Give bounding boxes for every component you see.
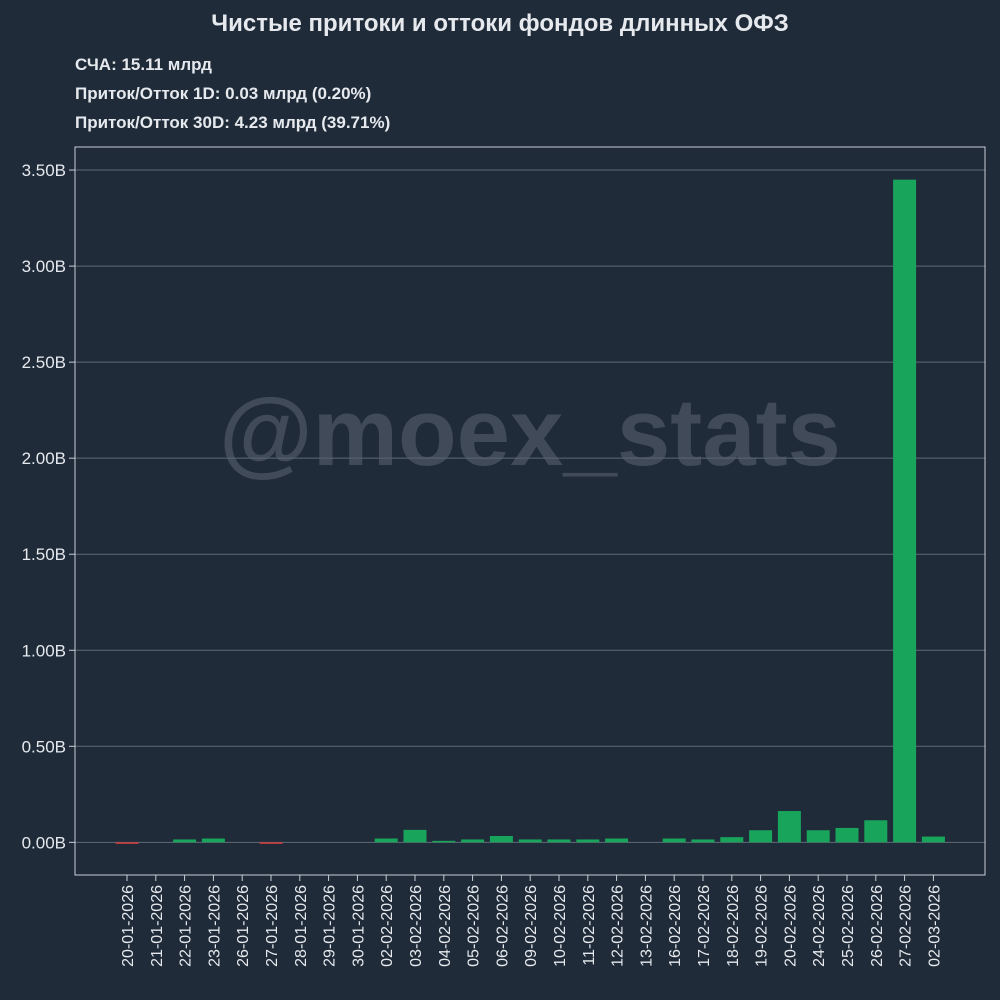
chart-title: Чистые притоки и оттоки фондов длинных О… bbox=[211, 10, 789, 37]
x-tick-label: 30-01-2026 bbox=[350, 885, 367, 967]
x-tick-label: 04-02-2026 bbox=[437, 885, 454, 967]
x-tick-label: 12-02-2026 bbox=[610, 885, 627, 967]
x-tick-label: 26-02-2026 bbox=[869, 885, 886, 967]
x-tick-label: 02-02-2026 bbox=[379, 885, 396, 967]
bar bbox=[893, 179, 917, 843]
bar bbox=[547, 839, 571, 843]
x-tick-label: 24-02-2026 bbox=[811, 885, 828, 967]
x-tick-label: 22-01-2026 bbox=[178, 885, 195, 967]
bar bbox=[864, 820, 888, 843]
x-tick-label: 16-02-2026 bbox=[667, 885, 684, 967]
bar bbox=[662, 838, 686, 843]
y-tick-label: 3.50B bbox=[22, 161, 66, 180]
bar bbox=[777, 811, 801, 843]
x-tick-label: 20-02-2026 bbox=[782, 885, 799, 967]
bar bbox=[403, 829, 427, 843]
x-tick-label: 27-01-2026 bbox=[264, 885, 281, 967]
bar bbox=[518, 839, 542, 843]
bar bbox=[605, 838, 629, 843]
x-tick-label: 21-01-2026 bbox=[149, 885, 166, 967]
x-tick-label: 11-02-2026 bbox=[581, 885, 598, 966]
bar bbox=[921, 836, 945, 843]
bar bbox=[461, 839, 485, 843]
stat-nav: СЧА: 15.11 млрд bbox=[75, 55, 212, 74]
y-tick-label: 0.00B bbox=[22, 833, 66, 852]
bar bbox=[576, 839, 600, 843]
x-tick-label: 10-02-2026 bbox=[552, 885, 569, 967]
bar bbox=[691, 839, 715, 843]
bar bbox=[432, 840, 456, 843]
bar bbox=[489, 836, 513, 843]
x-tick-label: 20-01-2026 bbox=[120, 885, 137, 967]
bar bbox=[806, 830, 830, 843]
x-tick-label: 26-01-2026 bbox=[235, 885, 252, 967]
x-tick-label: 18-02-2026 bbox=[725, 885, 742, 967]
x-tick-label: 02-03-2026 bbox=[926, 885, 943, 967]
y-tick-label: 2.50B bbox=[22, 353, 66, 372]
bar bbox=[720, 837, 744, 843]
x-tick-label: 05-02-2026 bbox=[466, 885, 483, 967]
bars bbox=[115, 179, 945, 844]
bar bbox=[749, 830, 773, 843]
plot-frame bbox=[74, 146, 986, 876]
x-tick-label: 28-01-2026 bbox=[293, 885, 310, 967]
bar bbox=[374, 838, 398, 843]
bar bbox=[835, 827, 859, 843]
x-tick-label: 17-02-2026 bbox=[696, 885, 713, 967]
y-tick-label: 0.50B bbox=[22, 737, 66, 756]
x-tick-label: 13-02-2026 bbox=[638, 885, 655, 967]
bar bbox=[259, 842, 283, 844]
x-tick-label: 23-01-2026 bbox=[206, 885, 223, 967]
y-tick-label: 1.50B bbox=[22, 545, 66, 564]
bar bbox=[173, 839, 197, 843]
x-tick-label: 09-02-2026 bbox=[523, 885, 540, 967]
x-tick-label: 29-01-2026 bbox=[322, 885, 339, 967]
stat-flow-1d: Приток/Отток 1D: 0.03 млрд (0.20%) bbox=[75, 84, 372, 103]
y-axis-ticks: 0.00B 0.50B 1.00B 1.50B 2.00B 2.50B 3.00B 3.50B bbox=[22, 161, 75, 852]
x-tick-label: 27-02-2026 bbox=[898, 885, 915, 967]
y-tick-label: 3.00B bbox=[22, 257, 66, 276]
y-tick-label: 2.00B bbox=[22, 449, 66, 468]
stat-flow-30d: Приток/Отток 30D: 4.23 млрд (39.71%) bbox=[75, 113, 391, 132]
y-tick-label: 1.00B bbox=[22, 641, 66, 660]
watermark: @moex_stats bbox=[219, 379, 841, 486]
x-tick-label: 06-02-2026 bbox=[494, 885, 511, 967]
bar bbox=[115, 842, 139, 844]
x-tick-label: 19-02-2026 bbox=[754, 885, 771, 967]
grid-lines bbox=[75, 169, 985, 843]
x-tick-label: 03-02-2026 bbox=[408, 885, 425, 967]
x-axis-ticks: 20-01-2026 21-01-2026 22-01-2026 23-01-2026… bbox=[120, 875, 943, 967]
bar bbox=[201, 838, 225, 843]
x-tick-label: 25-02-2026 bbox=[840, 885, 857, 967]
